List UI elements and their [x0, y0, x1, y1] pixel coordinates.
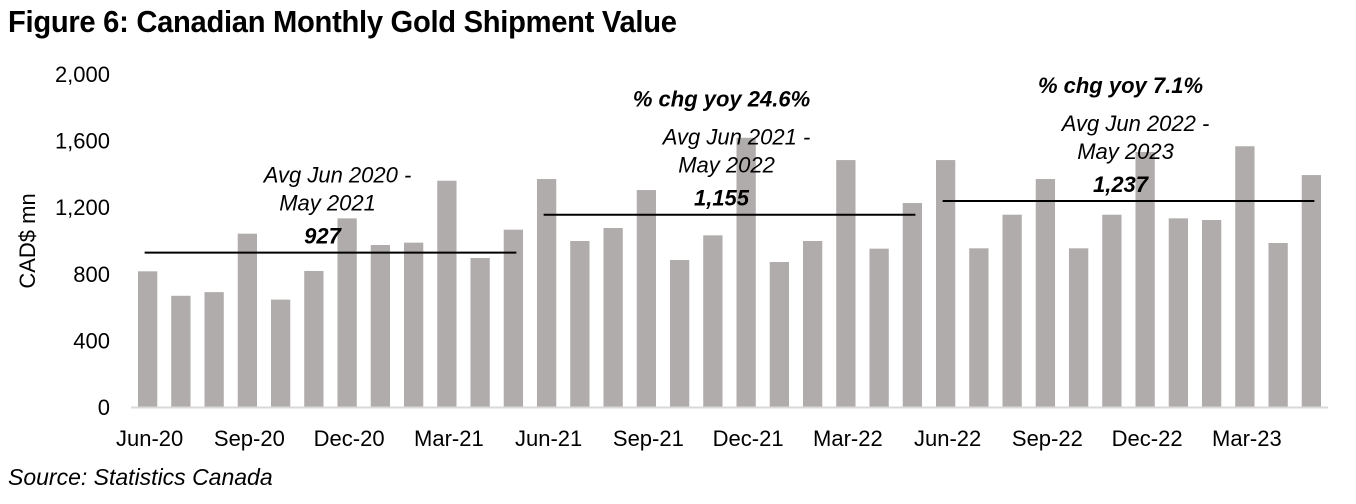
- bar: [836, 160, 856, 407]
- x-tick-label: Mar-21: [414, 426, 484, 451]
- bar: [237, 233, 258, 407]
- average-period-label: May 2022: [678, 153, 775, 178]
- average-annotations: 927 May 2021 Avg Jun 2020 - 1,155 May 2022 Av…: [144, 73, 1315, 254]
- bar: [736, 137, 756, 407]
- y-tick-label: 1,600: [55, 129, 110, 154]
- y-tick-label: 1,200: [55, 195, 110, 220]
- bar: [1102, 214, 1122, 407]
- bar: [337, 218, 357, 407]
- x-tick-label: Sep-21: [613, 426, 684, 451]
- source-note: Source: Statistics Canada: [8, 464, 273, 490]
- x-axis: Jun-20 Sep-20 Dec-20 Mar-21 Jun-21 Sep-21 Dec-…: [116, 426, 1282, 451]
- yoy-change-label: % chg yoy 7.1%: [1038, 73, 1203, 98]
- bar: [869, 248, 889, 407]
- bar: [503, 229, 524, 407]
- bar: [636, 190, 657, 407]
- bars: [137, 137, 1322, 408]
- bar: [536, 179, 557, 407]
- x-tick-label: Mar-23: [1212, 426, 1282, 451]
- average-period-label: Avg Jun 2020 -: [262, 163, 412, 188]
- average-period-label: Avg Jun 2022 -: [1060, 111, 1210, 136]
- bar: [304, 270, 324, 407]
- x-tick-label: Jun-22: [914, 426, 981, 451]
- bar: [1035, 179, 1056, 407]
- average-value-label: 1,155: [694, 186, 750, 211]
- bar: [769, 261, 790, 407]
- y-tick-label: 2,000: [55, 62, 110, 87]
- x-tick-label: Sep-20: [214, 426, 285, 451]
- bar: [204, 292, 224, 407]
- average-period-label: May 2023: [1077, 139, 1174, 164]
- bar: [669, 259, 690, 407]
- bar: [802, 240, 823, 407]
- x-tick-label: Sep-22: [1012, 426, 1083, 451]
- bar: [470, 257, 490, 407]
- average-period-label: Avg Jun 2021 -: [661, 125, 811, 150]
- bar: [1301, 175, 1322, 407]
- y-axis-label: CAD$ mn: [15, 193, 40, 288]
- x-tick-label: Jun-21: [515, 426, 582, 451]
- y-tick-label: 400: [73, 328, 110, 353]
- bar: [1068, 248, 1089, 407]
- bar: [137, 271, 158, 407]
- bar: [969, 248, 989, 407]
- yoy-change-label: % chg yoy 24.6%: [633, 87, 810, 112]
- chart-title: Figure 6: Canadian Monthly Gold Shipment…: [8, 4, 677, 39]
- x-tick-label: Dec-22: [1112, 426, 1183, 451]
- bar: [1135, 151, 1155, 407]
- x-tick-label: Mar-22: [813, 426, 883, 451]
- y-axis: 0 400 800 1,200 1,600 2,000: [55, 62, 110, 420]
- average-value-label: 927: [304, 224, 342, 249]
- bar: [370, 244, 391, 407]
- bar: [1268, 242, 1288, 407]
- x-tick-label: Jun-20: [116, 426, 183, 451]
- bar: [1168, 218, 1189, 407]
- bar: [935, 160, 956, 407]
- bar: [270, 299, 291, 407]
- bar: [171, 295, 191, 407]
- y-tick-label: 800: [73, 262, 110, 287]
- bar: [902, 203, 923, 407]
- average-period-label: May 2021: [279, 191, 376, 216]
- bar: [603, 228, 623, 407]
- bar: [403, 242, 424, 407]
- bar: [1201, 220, 1222, 407]
- x-tick-label: Dec-21: [713, 426, 784, 451]
- bar: [1002, 214, 1022, 407]
- bar: [570, 240, 590, 407]
- bar: [1235, 146, 1255, 408]
- y-tick-label: 0: [98, 395, 110, 420]
- x-tick-label: Dec-20: [314, 426, 385, 451]
- average-value-label: 1,237: [1093, 172, 1150, 197]
- bar: [437, 180, 457, 407]
- bar: [703, 235, 723, 407]
